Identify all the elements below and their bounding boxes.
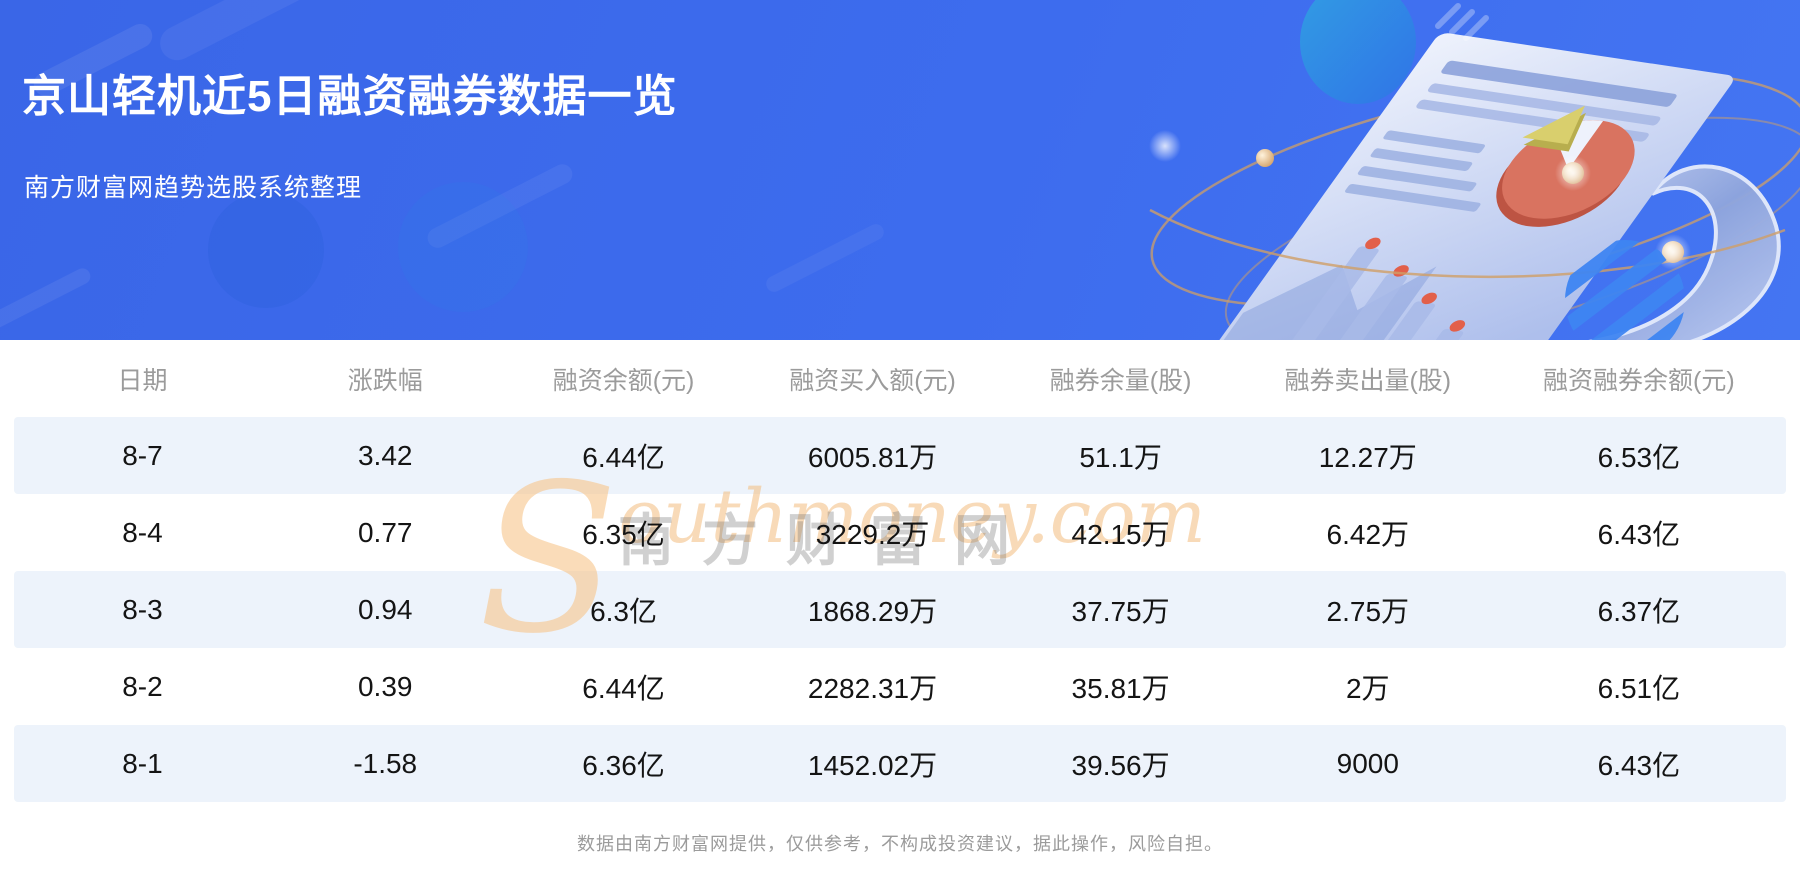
table-cell: 6.36亿 xyxy=(582,749,665,781)
hatch-decoration xyxy=(1435,3,1489,41)
table-cell: 51.1万 xyxy=(1079,441,1162,473)
table-cell: 6.44亿 xyxy=(582,441,665,473)
table-cell: 3229.2万 xyxy=(815,518,930,550)
table-header-row: 日期 涨跌幅 融资余额(元) 融资买入额(元) 融券余量(股) 融券卖出量(股) 融资融券余… xyxy=(14,340,1786,417)
page-subtitle: 南方财富网趋势选股系统整理 xyxy=(24,174,363,202)
banner-decoration xyxy=(208,192,324,308)
table-cell: 6.43亿 xyxy=(1597,749,1681,781)
banner-decoration xyxy=(763,221,887,295)
disclaimer-text: 数据由南方财富网提供，仅供参考，不构成投资建议，据此操作，风险自担。 xyxy=(577,834,1223,854)
margin-data-table: 日期 涨跌幅 融资余额(元) 融资买入额(元) 融券余量(股) 融券卖出量(股) 融资融券余… xyxy=(0,340,1800,802)
table-cell: 0.94 xyxy=(357,593,413,625)
table-row: 8-2 0.39 6.44亿 2282.31万 35.81万 2万 6.51亿 xyxy=(14,648,1786,725)
table-cell: 6.44亿 xyxy=(582,672,665,704)
table-cell: 8-1 xyxy=(122,747,163,779)
table-header-cell: 融券余量(股) xyxy=(1049,366,1192,395)
text-line xyxy=(1441,60,1677,107)
text-line xyxy=(1345,183,1481,212)
table-cell: 42.15万 xyxy=(1071,518,1170,550)
table-cell: 12.27万 xyxy=(1318,441,1417,473)
table-header-cell: 融资融券余额(元) xyxy=(1543,366,1735,395)
table-row: 8-4 0.77 6.35亿 3229.2万 42.15万 6.42万 6.43亿 xyxy=(14,494,1786,571)
pie-slice xyxy=(1522,105,1585,145)
table-cell: 6.42万 xyxy=(1326,518,1410,550)
table-row: 8-3 0.94 6.3亿 1868.29万 37.75万 2.75万 6.37亿 xyxy=(14,571,1786,648)
paper-curl xyxy=(1587,164,1781,340)
table-cell: 0.77 xyxy=(357,516,413,548)
table-cell: 8-2 xyxy=(122,670,163,702)
banner-decoration xyxy=(0,265,94,335)
banner-decoration xyxy=(398,182,528,312)
orbit-bead xyxy=(1256,149,1274,167)
orbit-ring xyxy=(1149,208,1786,279)
banner-decoration xyxy=(154,0,366,67)
table-cell: 9000 xyxy=(1336,747,1399,779)
table-cell: 6.3亿 xyxy=(590,595,658,627)
table-header-cell: 融资余额(元) xyxy=(552,366,695,395)
table-cell: 37.75万 xyxy=(1071,595,1170,627)
table-header-cell: 日期 xyxy=(117,366,168,395)
table-cell: 2.75万 xyxy=(1326,595,1410,627)
table-cell: 8-4 xyxy=(122,516,163,548)
table-cell: 6.51亿 xyxy=(1597,672,1681,704)
orbit-glow xyxy=(1555,155,1591,191)
text-line xyxy=(1427,83,1661,126)
striped-ball-decoration xyxy=(1565,240,1685,340)
table-row: 8-7 3.42 6.44亿 6005.81万 51.1万 12.27万 6.53亿 xyxy=(14,417,1786,494)
table-cell: 39.56万 xyxy=(1071,749,1170,781)
text-line xyxy=(1383,130,1485,154)
table-header-cell: 涨跌幅 xyxy=(347,366,423,395)
table-cell: 8-3 xyxy=(122,593,163,625)
table-cell: 8-7 xyxy=(122,439,163,471)
report-illustration xyxy=(1149,0,1800,340)
table-cell: 35.81万 xyxy=(1071,672,1170,704)
table-cell: 6005.81万 xyxy=(807,441,938,473)
table-cell: 1868.29万 xyxy=(807,595,938,627)
table-cell: 1452.02万 xyxy=(807,749,938,781)
page-title: 京山轻机近5日融资融券数据一览 xyxy=(22,72,678,121)
table-cell: 6.35亿 xyxy=(582,518,665,550)
blob-decoration xyxy=(1300,0,1416,104)
text-line xyxy=(1370,148,1473,172)
table-cell: -1.58 xyxy=(353,747,418,779)
table-body: 8-7 3.42 6.44亿 6005.81万 51.1万 12.27万 6.53亿 8-4 0… xyxy=(14,417,1786,802)
table-cell: 6.37亿 xyxy=(1597,595,1681,627)
table-row: 8-1 -1.58 6.36亿 1452.02万 39.56万 9000 6.43亿 xyxy=(14,725,1786,802)
table-cell: 6.53亿 xyxy=(1597,441,1681,473)
table-header-cell: 融券卖出量(股) xyxy=(1284,366,1452,395)
table-cell: 0.39 xyxy=(357,670,413,702)
table-cell: 6.43亿 xyxy=(1597,518,1681,550)
table-cell: 2282.31万 xyxy=(807,672,938,704)
paper-sheet xyxy=(1217,33,1733,340)
orbit-glow xyxy=(1149,130,1181,162)
text-line xyxy=(1357,166,1477,192)
banner: 京山轻机近5日融资融券数据一览 南方财富网趋势选股系统整理 xyxy=(0,0,1800,340)
table-header-cell: 融资买入额(元) xyxy=(789,366,956,395)
table-cell: 3.42 xyxy=(357,439,413,471)
table-cell: 2万 xyxy=(1345,672,1390,704)
